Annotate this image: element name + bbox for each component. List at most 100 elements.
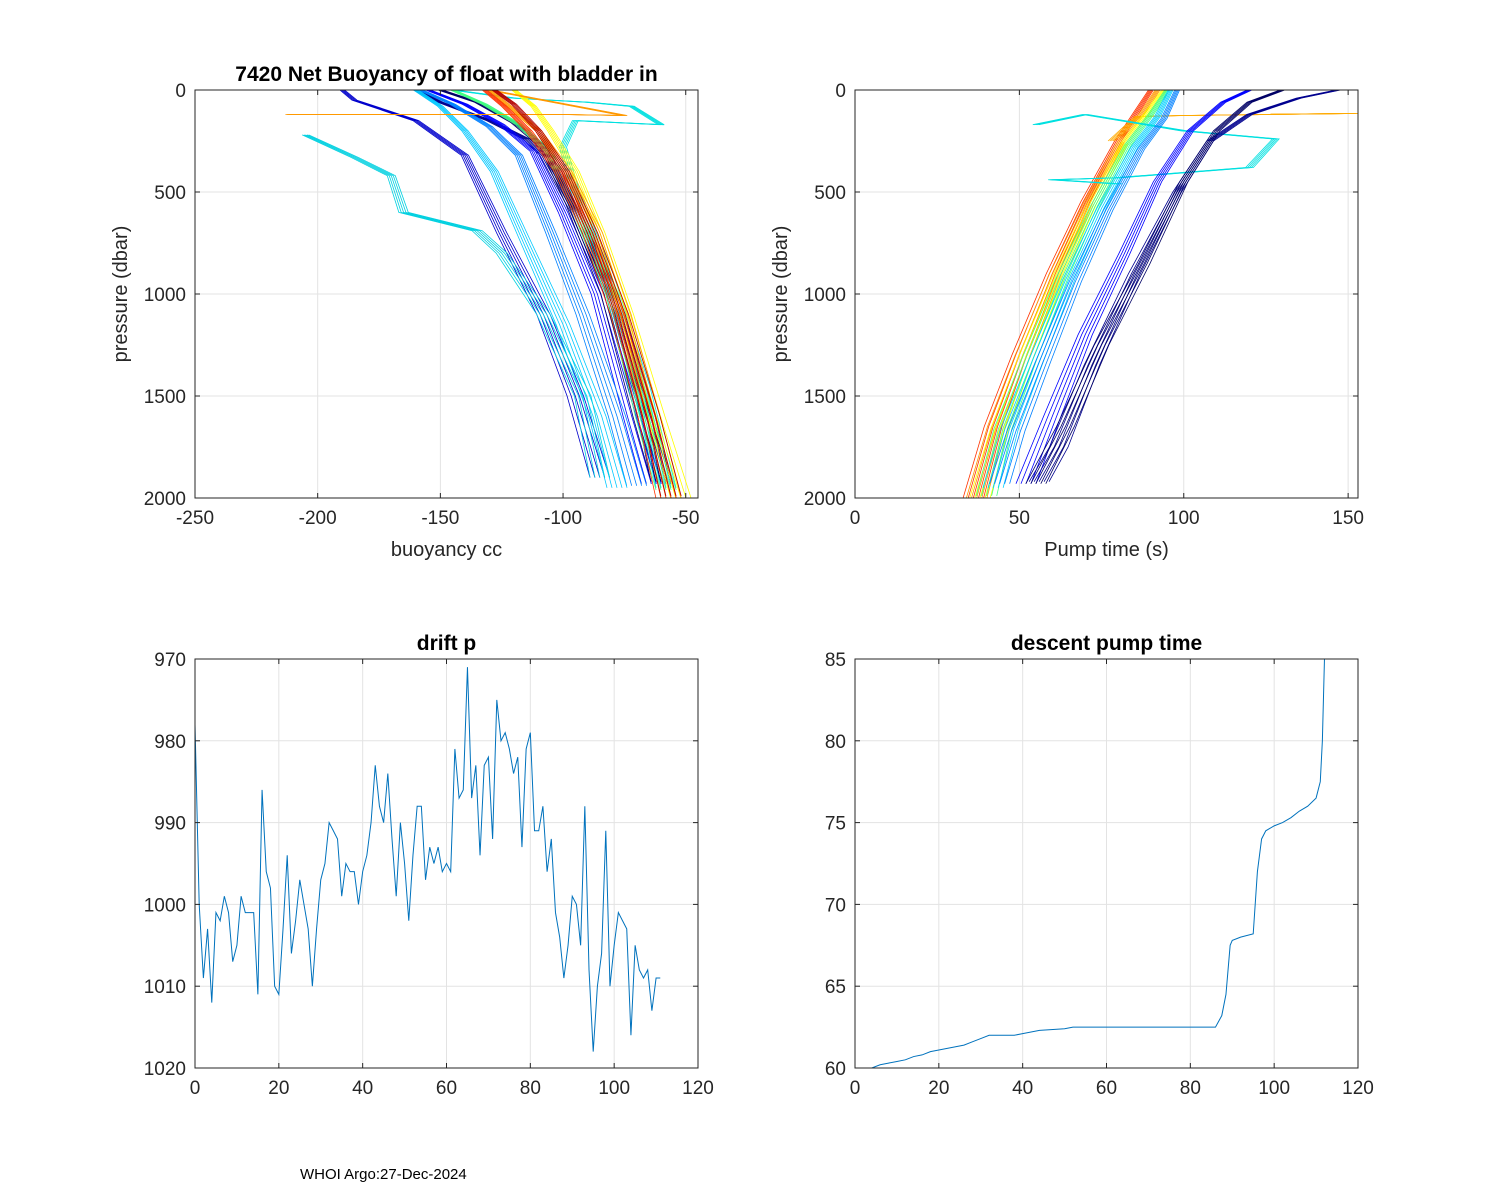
y-tick-label: 2000 <box>804 489 846 510</box>
y-tick-label: 85 <box>825 650 846 671</box>
y-tick-label: 75 <box>825 814 846 835</box>
chart-title: 7420 Net Buoyancy of float with bladder … <box>235 63 657 86</box>
y-tick-label: 2000 <box>144 489 186 510</box>
descent-pump-time-panel: 0 20 40 60 80 100 120 60 65 70 75 80 85 descent pump … <box>825 632 1374 1099</box>
y-tick-label: 990 <box>154 814 186 835</box>
chart-title: descent pump time <box>1011 632 1202 655</box>
profile-line-0 <box>967 90 1151 498</box>
profile-line-0 <box>962 90 1149 498</box>
x-tick-label: -150 <box>421 508 459 529</box>
profile-line-9 <box>516 90 692 498</box>
x-tick-label: 60 <box>436 1078 457 1099</box>
x-tick-label: 100 <box>1168 508 1200 529</box>
profile-line-1 <box>427 90 652 484</box>
profile-line-1 <box>426 90 647 484</box>
profile-line-2 <box>344 90 611 478</box>
y-tick-label: 500 <box>154 183 186 204</box>
x-axis-label: Pump time (s) <box>1044 539 1168 561</box>
profile-line-5 <box>413 90 608 488</box>
x-tick-label: 0 <box>190 1078 201 1099</box>
profile-line-3 <box>439 90 657 482</box>
profile-line-8 <box>1025 90 1250 484</box>
x-tick-label: 0 <box>850 508 861 529</box>
profile-line-12 <box>492 90 667 497</box>
y-tick-label: 60 <box>825 1059 846 1080</box>
profile-line-11 <box>483 90 662 498</box>
profile-line-3 <box>437 90 652 482</box>
x-tick-label: 100 <box>1258 1078 1290 1099</box>
profile-line-5 <box>416 90 623 488</box>
x-tick-label: 80 <box>520 1078 541 1099</box>
y-tick-label: 0 <box>835 81 846 102</box>
x-tick-label: 0 <box>850 1078 861 1099</box>
profile-line-4 <box>419 90 633 486</box>
profile-line-0 <box>972 90 1152 498</box>
y-tick-label: 70 <box>825 895 846 916</box>
profile-line-7 <box>308 134 611 478</box>
drift-p-panel: 0 20 40 60 80 100 120 970 980 990 1000 1010 1020 drif… <box>144 632 714 1099</box>
x-tick-label: -250 <box>176 508 214 529</box>
profile-line-3 <box>979 90 1165 498</box>
profile-line-6 <box>454 90 677 488</box>
y-tick-label: 1000 <box>804 285 846 306</box>
profile-line-12 <box>491 90 662 497</box>
y-tick-label: 980 <box>154 732 186 753</box>
profile-line-5 <box>1002 90 1174 488</box>
profile-line-9 <box>1043 90 1340 482</box>
profile-line-2 <box>339 90 591 478</box>
profile-line-4 <box>986 90 1168 497</box>
profile-line-9 <box>1048 90 1341 482</box>
x-tick-label: -100 <box>544 508 582 529</box>
profile-line-12 <box>494 90 672 497</box>
profile-line-5 <box>997 90 1173 488</box>
profile-line-2 <box>341 90 601 478</box>
profile-line-11 <box>485 90 672 498</box>
profile-line-7 <box>302 134 591 478</box>
series-group <box>962 90 1358 498</box>
profile-line-2 <box>343 90 606 478</box>
drift-p-line <box>195 667 661 1052</box>
series-group <box>195 667 661 1052</box>
x-tick-label: 80 <box>1180 1078 1201 1099</box>
y-tick-label: 500 <box>814 183 846 204</box>
series-group <box>855 659 1325 1068</box>
y-tick-label: 1000 <box>144 285 186 306</box>
x-tick-label: 100 <box>598 1078 630 1099</box>
profile-line-4 <box>418 90 628 486</box>
profile-line-7 <box>989 90 1176 484</box>
profile-line-11 <box>484 90 667 498</box>
y-tick-label: 1500 <box>804 387 846 408</box>
profile-line-10 <box>1025 90 1281 484</box>
profile-line-7 <box>1009 90 1180 484</box>
descent-pump-line <box>855 659 1325 1068</box>
profile-line-12 <box>496 90 682 497</box>
profile-line-8 <box>1015 90 1248 484</box>
profile-line-3 <box>969 90 1162 498</box>
profile-line-2 <box>1114 113 1358 142</box>
x-tick-label: 120 <box>682 1078 714 1099</box>
x-tick-label: 50 <box>1009 508 1030 529</box>
y-axis-label: pressure (dbar) <box>110 226 132 363</box>
profile-line-4 <box>422 90 648 486</box>
profile-line-4 <box>996 90 1171 497</box>
profile-line-11 <box>481 90 657 498</box>
x-tick-label: 120 <box>1342 1078 1374 1099</box>
x-tick-label: 40 <box>352 1078 373 1099</box>
profile-line-8 <box>1030 90 1251 484</box>
profile-line-1 <box>965 90 1156 498</box>
profile-line-11 <box>486 90 677 498</box>
x-tick-label: 60 <box>1096 1078 1117 1099</box>
profile-line-1 <box>425 90 642 484</box>
profile-line-4 <box>991 90 1169 497</box>
profile-line-7 <box>999 90 1178 484</box>
profile-line-9 <box>1033 90 1338 482</box>
profile-line-4 <box>981 90 1167 497</box>
profile-line-7 <box>1004 90 1179 484</box>
profile-line-5 <box>982 90 1169 488</box>
profile-line-5 <box>992 90 1171 488</box>
profile-line-5 <box>987 90 1170 488</box>
chart-title: drift p <box>417 632 476 655</box>
profile-line-7 <box>303 134 596 478</box>
profile-line-9 <box>1038 90 1339 482</box>
